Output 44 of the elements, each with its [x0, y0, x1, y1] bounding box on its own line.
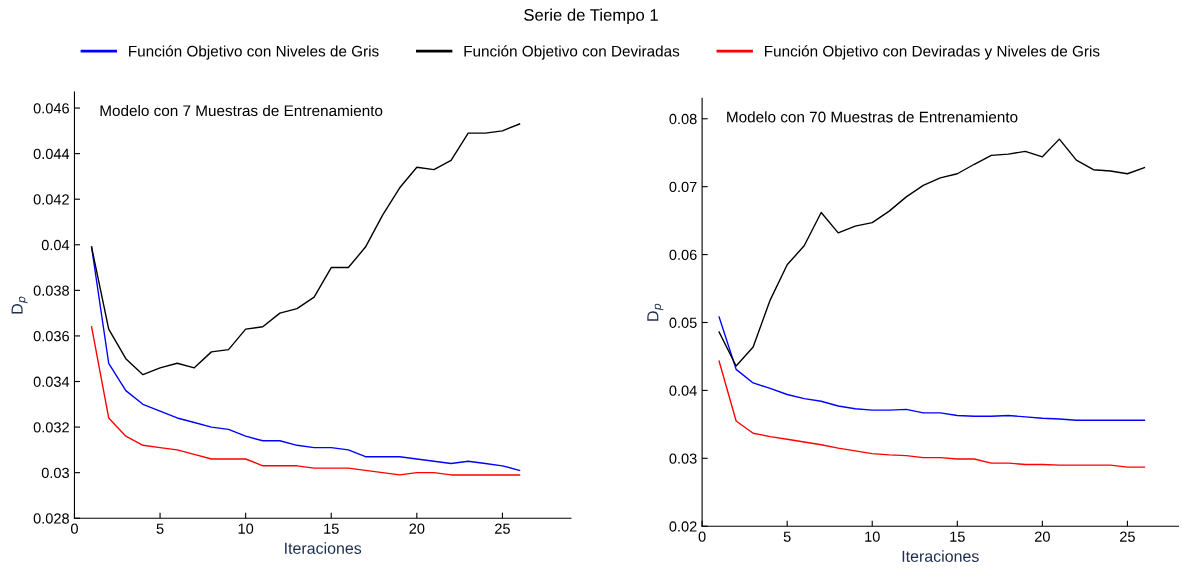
x-tick-label: 20 — [409, 523, 425, 534]
x-tick-label: 25 — [1120, 531, 1135, 542]
y-tick-label: 0.08 — [669, 113, 697, 125]
x-tick-label: 15 — [950, 531, 965, 542]
y-tick-label: 0.036 — [33, 331, 69, 342]
y-tick-label: 0.07 — [669, 181, 697, 193]
y-tick-label: 0.04 — [41, 239, 70, 251]
legend-label: Función Objetivo con Deviradas — [464, 45, 680, 60]
x-tick-label: 0 — [70, 523, 78, 534]
line-series — [718, 316, 1146, 421]
y-tick-label: 0.042 — [33, 194, 69, 205]
x-axis-title: Iteraciones — [902, 550, 979, 562]
x-tick-label: 10 — [238, 523, 254, 534]
y-tick-label: 0.032 — [33, 422, 69, 433]
legend-label: Función Objetivo con Deviradas y Niveles de Gris — [765, 45, 1100, 60]
line-series — [90, 326, 521, 476]
y-tick-label: 0.034 — [33, 376, 70, 387]
y-tick-label: 0.044 — [33, 148, 70, 160]
x-tick-label: 20 — [1034, 531, 1050, 542]
chart-title: Serie de Tiempo 1 — [524, 8, 658, 25]
x-tick-label: 0 — [698, 531, 706, 542]
y-tick-label: 0.04 — [669, 385, 697, 396]
y-tick-label: 0.02 — [669, 521, 697, 532]
y-tick-label: 0.03 — [669, 453, 697, 464]
legend-label: Función Objetivo con Niveles de Gris — [129, 45, 379, 60]
y-tick-label: 0.038 — [33, 285, 69, 296]
x-tick-label: 5 — [783, 531, 791, 542]
y-axis-title: D$_{p}$ — [647, 303, 664, 321]
x-tick-label: 10 — [865, 531, 880, 542]
annotation: Modelo con 70 Muestras de Entrenamiento — [727, 111, 1018, 123]
annotation: Modelo con 7 Muestras de Entrenamiento — [100, 104, 383, 117]
y-tick-label: 0.06 — [669, 249, 697, 261]
y-tick-label: 0.03 — [41, 467, 69, 479]
line-series — [90, 123, 521, 376]
x-tick-label: 5 — [156, 523, 164, 534]
line-series — [718, 360, 1146, 468]
y-axis-title: D$_{p}$ — [11, 296, 28, 314]
x-tick-label: 25 — [495, 523, 510, 534]
line-series — [718, 138, 1146, 367]
y-tick-label: 0.046 — [33, 103, 69, 114]
y-tick-label: 0.028 — [33, 513, 69, 524]
x-tick-label: 15 — [324, 523, 339, 534]
x-axis-title: Iteraciones — [285, 542, 362, 554]
y-tick-label: 0.05 — [669, 317, 697, 328]
